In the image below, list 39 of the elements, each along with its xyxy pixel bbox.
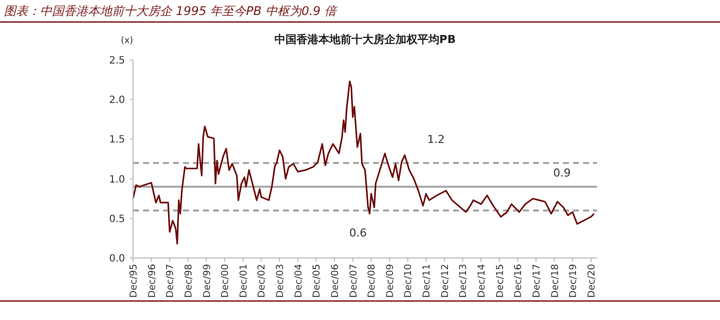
x-tick-label: Dec/19 bbox=[568, 264, 580, 298]
x-tick-label: Dec/02 bbox=[256, 264, 268, 298]
y-tick-label: 1.0 bbox=[109, 174, 125, 186]
chart-subtitle: 中国香港本地前十大房企加权平均PB bbox=[274, 33, 456, 46]
x-tick-label: Dec/07 bbox=[348, 264, 360, 298]
x-tick-label: Dec/12 bbox=[440, 264, 451, 298]
chart-title: 图表：中国香港本地前十大房企 1995 年至今PB 中枢为0.9 倍 bbox=[4, 4, 338, 18]
x-tick-label: Dec/11 bbox=[422, 264, 433, 298]
x-tick-label: Dec/97 bbox=[165, 264, 176, 298]
x-tick-label: Dec/99 bbox=[202, 264, 213, 298]
y-tick-label: 2.5 bbox=[109, 56, 125, 66]
ref-line-label: 1.2 bbox=[427, 132, 445, 146]
x-tick-label: Dec/13 bbox=[458, 264, 470, 298]
x-tick-label: Dec/14 bbox=[476, 264, 488, 298]
x-tick-label: Dec/18 bbox=[550, 264, 561, 298]
x-tick-label: Dec/00 bbox=[220, 264, 232, 298]
x-tick-label: Dec/15 bbox=[494, 264, 506, 298]
y-tick-label: 0.0 bbox=[109, 254, 125, 264]
y-tick-label: 0.5 bbox=[109, 214, 125, 225]
ref-line-label: 0.6 bbox=[349, 226, 367, 240]
x-tick-label: Dec/96 bbox=[146, 264, 158, 298]
x-tick-label: Dec/03 bbox=[275, 264, 286, 298]
line-series bbox=[132, 80, 595, 245]
y-tick-label: 1.5 bbox=[109, 134, 125, 146]
x-tick-label: Dec/01 bbox=[238, 264, 250, 298]
x-tick-label: Dec/09 bbox=[384, 264, 396, 298]
x-tick-label: Dec/04 bbox=[293, 264, 304, 298]
x-tick-label: Dec/08 bbox=[366, 264, 378, 298]
y-axis-title: (x) bbox=[120, 36, 134, 46]
x-tick-label: Dec/20 bbox=[586, 264, 598, 298]
x-tick-label: Dec/16 bbox=[513, 264, 524, 298]
x-tick-label: Dec/98 bbox=[183, 264, 194, 298]
x-tick-label: Dec/05 bbox=[312, 264, 323, 298]
y-tick-label: 2.0 bbox=[109, 95, 125, 106]
ref-line-label: 0.9 bbox=[553, 166, 571, 180]
x-tick-label: Dec/06 bbox=[330, 264, 341, 298]
x-tick-label: Dec/95 bbox=[128, 264, 140, 298]
x-tick-label: Dec/10 bbox=[403, 264, 414, 298]
x-tick-label: Dec/17 bbox=[531, 264, 542, 298]
